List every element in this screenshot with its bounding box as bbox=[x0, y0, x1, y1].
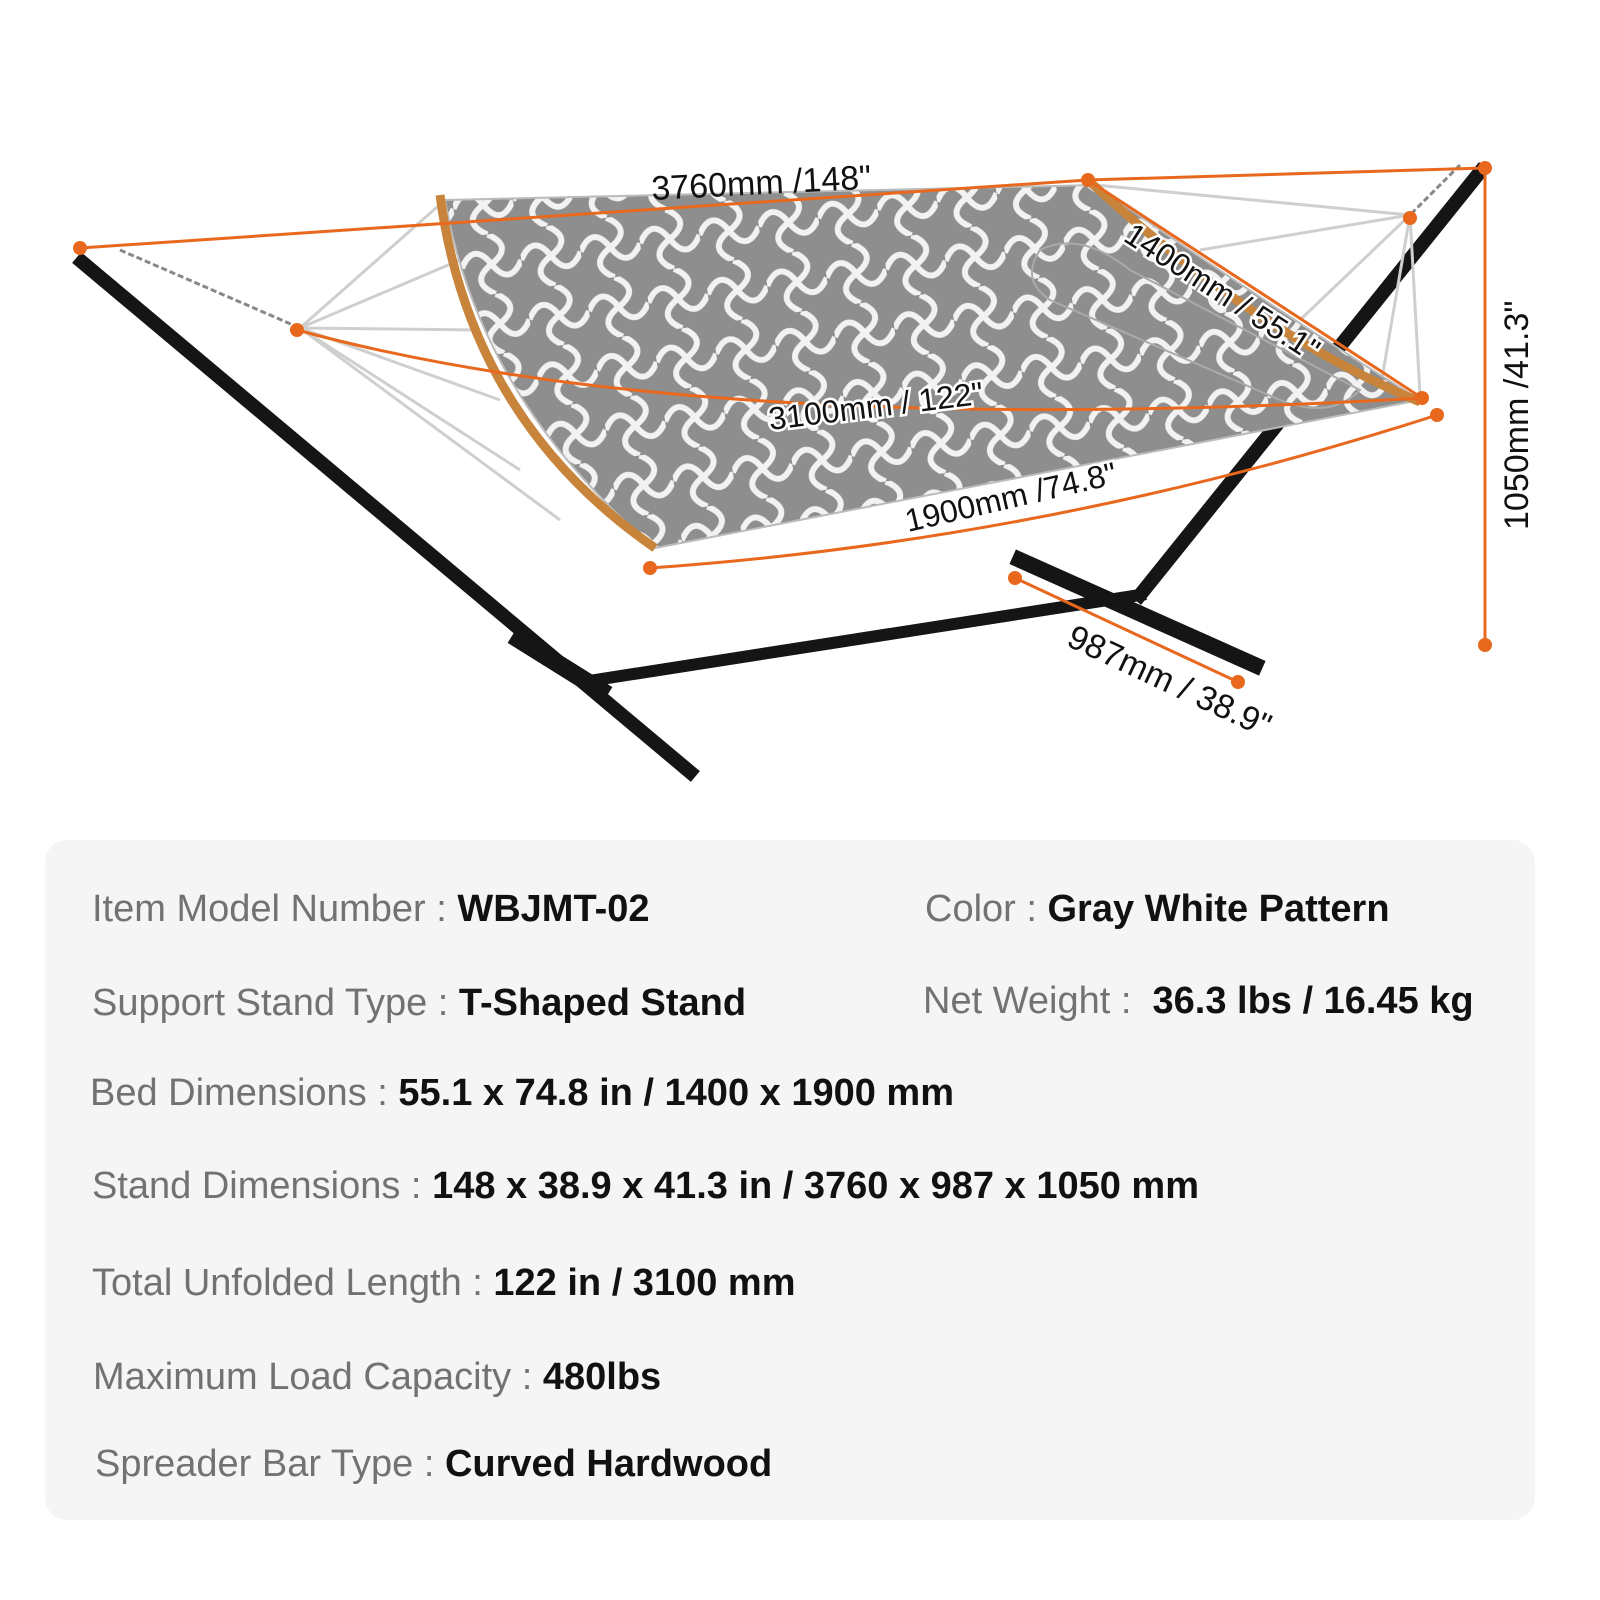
spec-label: Total Unfolded Length : bbox=[92, 1262, 483, 1304]
dimension-endpoints bbox=[73, 161, 1492, 689]
spec-label: Maximum Load Capacity : bbox=[93, 1356, 533, 1398]
dimension-lines bbox=[79, 166, 1487, 684]
spec-stand-type: Support Stand Type : T-Shaped Stand bbox=[92, 984, 746, 1022]
spec-max-load: Maximum Load Capacity : 480lbs bbox=[93, 1358, 661, 1396]
spec-label: Color : bbox=[925, 888, 1037, 930]
spec-value: 122 in / 3100 mm bbox=[493, 1262, 796, 1304]
spec-value: Gray White Pattern bbox=[1047, 888, 1390, 930]
spec-color: Color : Gray White Pattern bbox=[925, 890, 1390, 928]
spec-label: Stand Dimensions : bbox=[92, 1165, 422, 1207]
spec-label: Net Weight : bbox=[923, 980, 1132, 1022]
spec-value: 480lbs bbox=[542, 1356, 662, 1398]
spec-net-weight: Net Weight : 36.3 lbs / 16.45 kg bbox=[923, 982, 1474, 1020]
spec-value: WBJMT-02 bbox=[457, 888, 650, 930]
pillow bbox=[1031, 242, 1362, 409]
spreader-bar-right bbox=[1084, 176, 1422, 407]
spec-value: Curved Hardwood bbox=[444, 1443, 773, 1485]
spec-label: Spreader Bar Type : bbox=[95, 1443, 435, 1485]
specs-panel: Item Model Number : WBJMT-02 Color : Gra… bbox=[45, 840, 1535, 1520]
spec-bed-dimensions: Bed Dimensions : 55.1 x 74.8 in / 1400 x… bbox=[90, 1074, 954, 1112]
spec-value: 36.3 lbs / 16.45 kg bbox=[1152, 980, 1474, 1022]
spec-label: Support Stand Type : bbox=[92, 982, 449, 1024]
spec-label: Item Model Number : bbox=[92, 888, 447, 930]
hammock-bed bbox=[443, 183, 1423, 550]
dim-height: 1050mm /41.3" bbox=[1498, 301, 1536, 530]
spec-unfolded-length: Total Unfolded Length : 122 in / 3100 mm bbox=[92, 1264, 795, 1302]
spec-label: Bed Dimensions : bbox=[90, 1072, 388, 1114]
spec-value: 148 x 38.9 x 41.3 in / 3760 x 987 x 1050… bbox=[432, 1165, 1199, 1207]
spec-value: 55.1 x 74.8 in / 1400 x 1900 mm bbox=[398, 1072, 954, 1114]
spec-spreader-bar: Spreader Bar Type : Curved Hardwood bbox=[95, 1445, 772, 1483]
spec-model: Item Model Number : WBJMT-02 bbox=[92, 890, 650, 928]
spreader-bar-left bbox=[435, 194, 658, 552]
spec-value: T-Shaped Stand bbox=[458, 982, 747, 1024]
hammock-dimension-diagram: 3760mm /148" 1400mm / 55.1" 3100mm / 122… bbox=[72, 159, 1536, 782]
spec-stand-dimensions: Stand Dimensions : 148 x 38.9 x 41.3 in … bbox=[92, 1167, 1199, 1205]
chains-ropes bbox=[119, 163, 1462, 522]
